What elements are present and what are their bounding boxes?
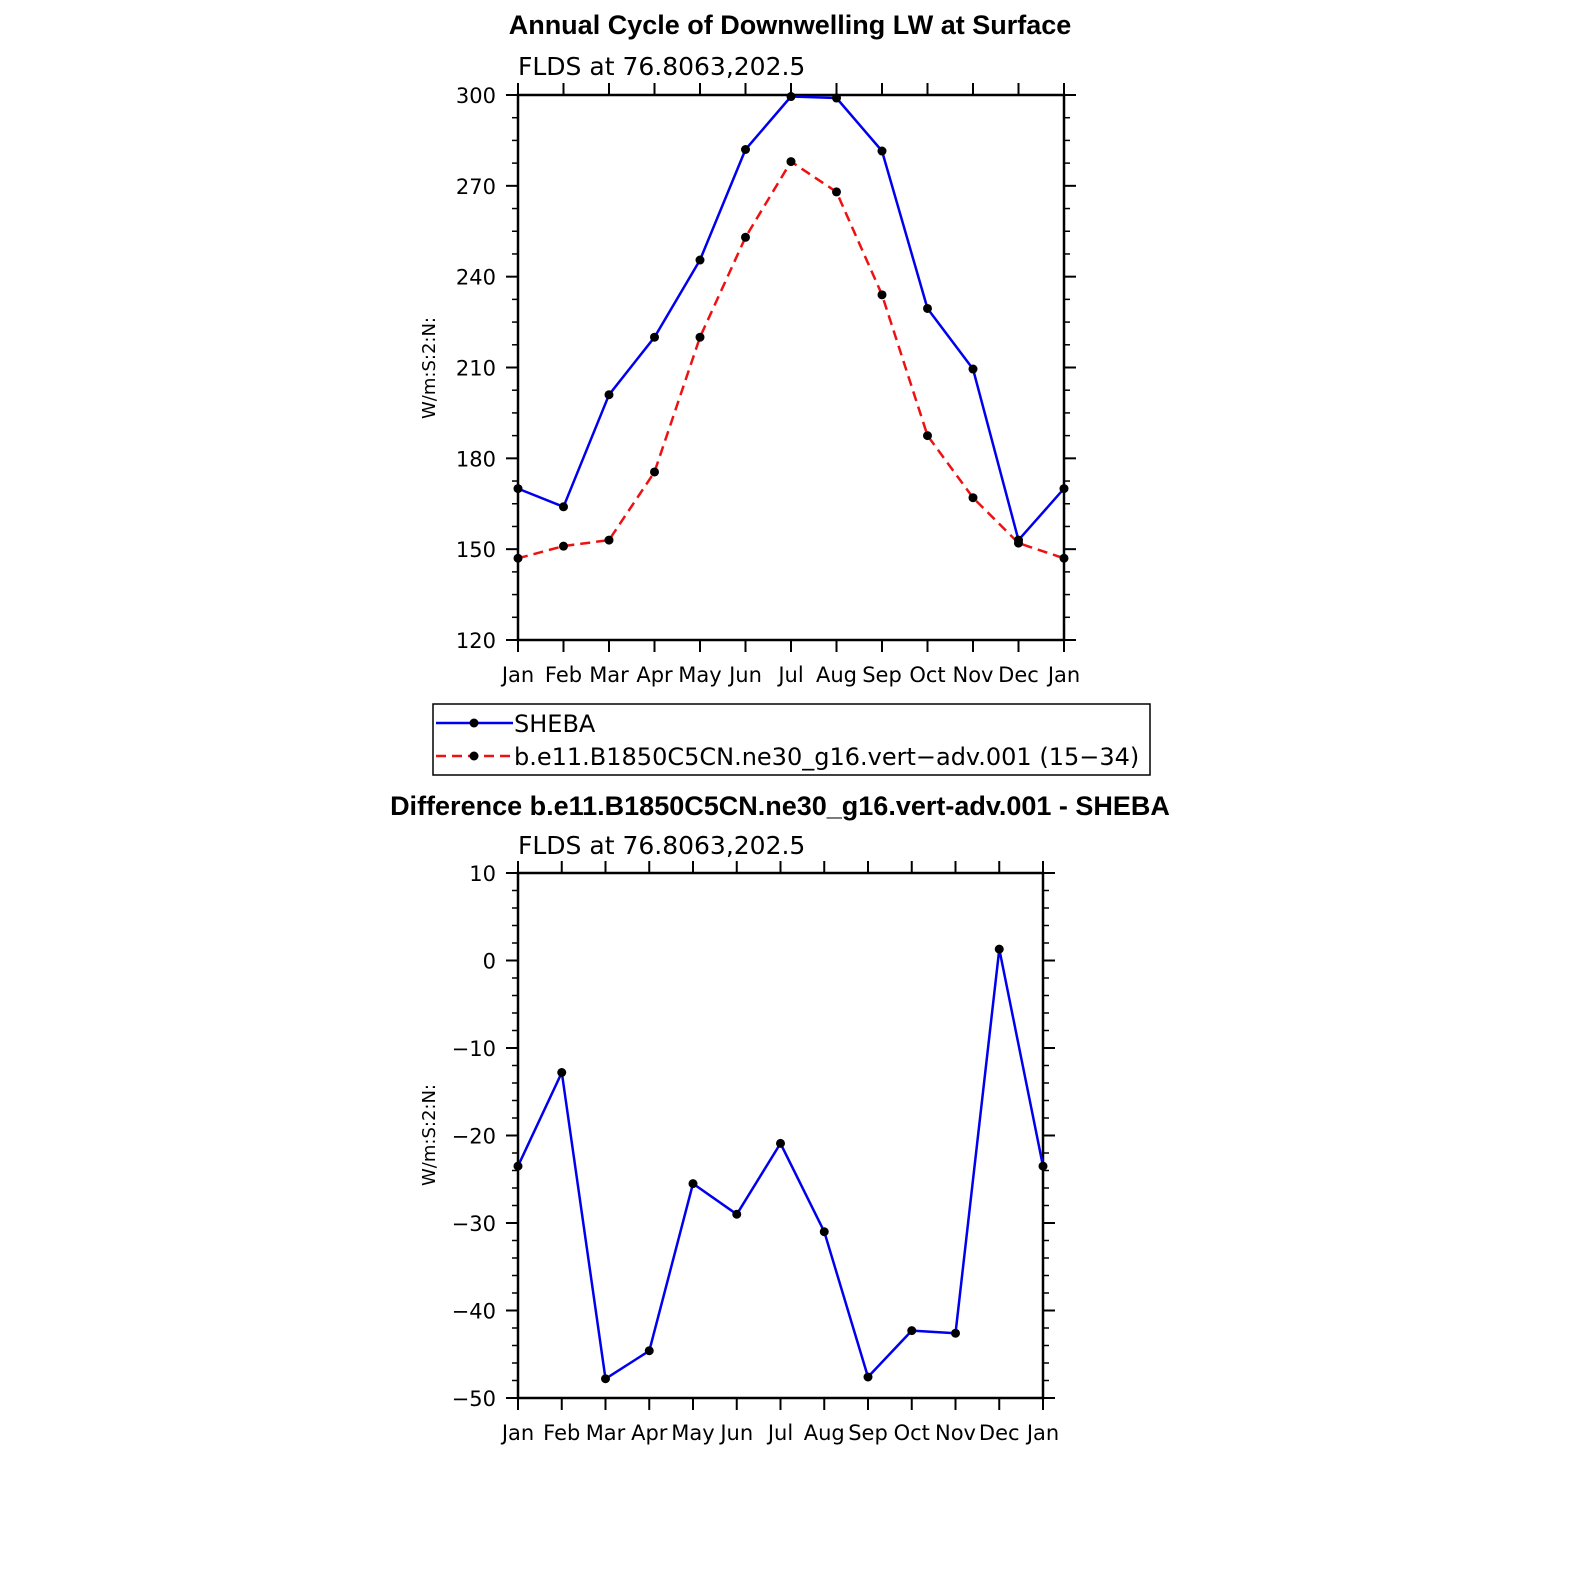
data-point [557,1068,567,1077]
data-point [863,1372,873,1382]
y-tick-label: 120 [456,629,496,653]
data-point [1059,553,1069,563]
legend-sheba-label: SHEBA [514,710,596,738]
x-tick-label: Aug [804,1421,845,1445]
x-tick-label: Jul [766,1421,793,1445]
chart-title: Difference b.e11.B1850C5CN.ne30_g16.vert… [390,791,1170,821]
x-tick-label: Jan [1046,663,1080,687]
data-point [513,553,523,563]
x-tick-label: Oct [894,1421,930,1445]
data-point [786,92,796,102]
x-tick-label: Sep [848,1421,888,1445]
y-tick-label: −40 [452,1300,496,1324]
x-tick-label: Sep [862,663,902,687]
x-tick-label: Jan [500,1421,534,1445]
annual-cycle-chart: Annual Cycle of Downwelling LW at Surfac… [419,10,1080,687]
data-point [601,1374,610,1384]
data-point [819,1227,829,1237]
data-point [1038,1161,1048,1171]
y-tick-label: 10 [469,862,496,886]
data-point [741,145,750,154]
x-tick-label: Nov [953,663,994,687]
x-tick-label: Apr [636,663,673,687]
y-axis-label: W/m:S:2:N: [419,1084,440,1186]
plot-marks: Jan Feb Mar Apr May Jun Jul Aug Sep Oct Nov Dec Jan1… [456,83,1080,687]
chart-title: Annual Cycle of Downwelling LW at Surfac… [509,10,1072,40]
y-tick-label: 300 [456,84,496,108]
y-tick-label: −20 [452,1125,496,1149]
data-point [968,364,978,374]
data-point [907,1326,917,1336]
data-point [1014,538,1023,548]
data-point [832,187,841,197]
y-tick-label: 240 [456,266,496,290]
data-point [832,93,841,103]
data-point [994,944,1004,954]
difference-chart: Difference b.e11.B1850C5CN.ne30_g16.vert… [390,791,1170,1445]
legend-sheba-marker [469,718,479,728]
series-line-0 [516,947,1045,1381]
series-line-1 [517,160,1065,560]
x-tick-label: May [678,663,721,687]
data-point [786,157,796,167]
y-tick-label: 270 [456,175,496,199]
x-tick-label: Feb [543,1421,580,1445]
data-point [951,1328,960,1338]
y-tick-label: 0 [483,950,496,974]
y-axis-label: W/m:S:2:N: [419,317,440,419]
legend-model-label: b.e11.B1850C5CN.ne30_g16.vert−adv.001 (1… [514,743,1139,771]
data-point [604,535,614,545]
x-tick-label: Apr [631,1421,668,1445]
y-tick-label: 210 [456,357,496,381]
x-tick-label: Aug [816,663,857,687]
data-point [1059,484,1069,494]
chart-subtitle: FLDS at 76.8063,202.5 [518,831,805,860]
data-point [695,332,705,342]
data-point [604,390,614,400]
x-tick-label: May [671,1421,714,1445]
y-tick-label: −10 [452,1037,496,1061]
data-point [695,255,705,265]
legend: SHEBA b.e11.B1850C5CN.ne30_g16.vert−adv.… [432,703,1151,776]
data-point [513,484,523,494]
data-point [741,232,750,242]
data-point [559,502,568,512]
x-tick-label: Feb [545,663,582,687]
y-tick-label: −30 [452,1212,496,1236]
x-tick-label: Nov [935,1421,976,1445]
data-point [877,290,887,300]
x-tick-label: Oct [909,663,945,687]
x-tick-label: Dec [979,1421,1020,1445]
y-tick-label: 180 [456,447,496,471]
data-point [776,1138,785,1148]
legend-box [432,703,1151,776]
x-tick-label: Jun [718,1421,753,1445]
data-point [732,1209,742,1219]
plot-frame [516,93,1066,642]
data-point [559,541,568,551]
x-tick-label: Jun [727,663,762,687]
data-point [968,493,978,503]
data-point [923,431,932,441]
data-point [650,332,659,342]
data-point [513,1161,523,1171]
data-point [650,467,659,477]
y-tick-label: 150 [456,538,496,562]
data-point [688,1179,698,1189]
data-point [923,303,932,313]
legend-model-marker [469,751,479,761]
x-tick-label: Dec [998,663,1039,687]
x-tick-label: Mar [586,1421,626,1445]
x-tick-label: Jan [1025,1421,1059,1445]
chart-subtitle: FLDS at 76.8063,202.5 [518,52,805,81]
plot-marks: Jan Feb Mar Apr May Jun Jul Aug Sep Oct Nov Dec Jan−… [452,861,1059,1445]
y-tick-label: −50 [452,1387,496,1411]
x-tick-label: Mar [589,663,629,687]
data-point [644,1346,654,1356]
x-tick-label: Jul [776,663,803,687]
x-tick-label: Jan [500,663,534,687]
data-point [877,146,887,156]
